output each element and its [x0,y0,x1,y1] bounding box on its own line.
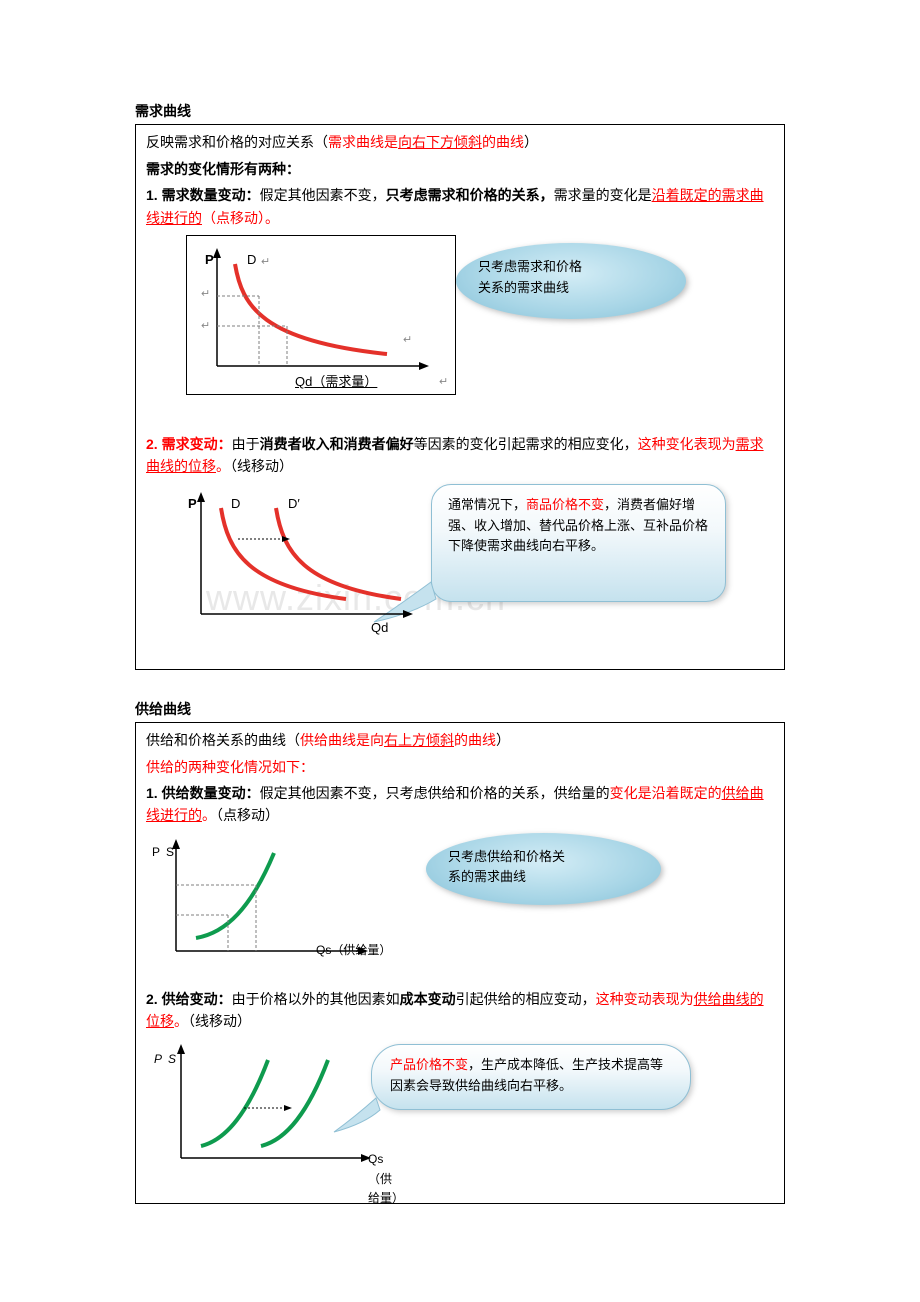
demand-two-types: 需求的变化情形有两种： [146,158,774,180]
supply-chart2-row: P S Qs（供给量） 产品价格不变，生产成本降低、生产技术提高等因素会导致供给… [146,1038,774,1183]
demand-chart2: P D D′ Qd [176,484,436,639]
schart1-x: Qs（供给量） [316,941,391,960]
demand-intro: 反映需求和价格的对应关系（需求曲线是向右下方倾斜的曲线） [146,131,774,153]
supply-item2-red-a: 这种变动表现为 [596,991,694,1007]
supply-intro-red2: 的曲线 [454,732,496,748]
supply-chart1: P S Qs（供给量） [146,833,401,968]
demand-callout2-b: 商品价格不变 [526,497,604,512]
supply-callout2-tail [328,1092,388,1142]
demand-item2-d: （线移动） [230,458,293,474]
supply-item1-red-a: 变化是沿着既定的 [610,785,722,801]
supply-intro-a: 供给和价格关系的曲线（ [146,732,300,748]
schart2-s: S [168,1050,176,1069]
supply-callout2-a: 产品价格不变 [390,1057,468,1072]
supply-section-title: 供给曲线 [135,698,785,720]
supply-item2: 2. 供给变动：由于价格以外的其他因素如成本变动引起供给的相应变动，这种变动表现… [146,988,774,1033]
supply-callout1-l1: 只考虑供给和价格关 [448,847,639,868]
schart1-p: P [152,843,160,862]
supply-item2-c: 引起供给的相应变动， [456,991,596,1007]
demand-callout1-l2: 关系的需求曲线 [478,278,664,299]
demand-item1-label: 1. 需求数量变动： [146,187,260,203]
schart1-s: S [166,843,174,862]
ret5: ↵ [439,374,448,392]
chart2-d-label: D [231,494,240,515]
demand-item2-red2: 。 [216,458,230,474]
demand-callout1-l1: 只考虑需求和价格 [478,257,664,278]
demand-chart2-svg [176,484,436,639]
ret4: ↵ [403,332,412,350]
demand-callout1: 只考虑需求和价格 关系的需求曲线 [456,243,686,319]
supply-item1-a: 假定其他因素不变，只考虑供给和价格的关系，供给量的 [260,785,610,801]
demand-item2-c: 等因素的变化引起需求的相应变化， [414,436,638,452]
supply-item2-red-b: 。 [174,1013,188,1029]
supply-callout1: 只考虑供给和价格关 系的需求曲线 [426,833,661,905]
supply-item2-a: 由于价格以外的其他因素如 [232,991,400,1007]
supply-item1-b: （点移动） [216,807,279,823]
demand-item2-b: 消费者收入和消费者偏好 [260,436,414,452]
demand-item1-b: 只考虑需求和价格的关系， [386,187,554,203]
demand-intro-txt1: 反映需求和价格的对应关系（ [146,134,328,150]
chart1-d-label: D [247,250,256,271]
supply-two-types: 供给的两种变化情况如下： [146,756,774,778]
supply-callout1-l2: 系的需求曲线 [448,867,639,888]
schart2-x: Qs（供给量） [368,1150,401,1208]
demand-section-title: 需求曲线 [135,100,785,122]
supply-callout2: 产品价格不变，生产成本降低、生产技术提高等因素会导致供给曲线向右平移。 [371,1044,691,1110]
supply-item2-b: 成本变动 [400,991,456,1007]
demand-chart1-row: P D ↵ ↵ ↵ ↵ ↵ Qd（需求量） 只考虑需求和价格 关系的需求曲线 [146,235,774,415]
demand-intro-red2: 的曲线 [482,134,524,150]
ret1: ↵ [261,254,270,272]
supply-intro-ul: 右上方倾斜 [384,732,454,748]
supply-box: 供给和价格关系的曲线（供给曲线是向右上方倾斜的曲线） 供给的两种变化情况如下： … [135,722,785,1204]
demand-chart2-row: www.zixin.com.cn P D D′ Qd 通常情况下，商品价格不变，… [146,484,774,649]
chart1-x-label: Qd（需求量） [295,372,377,393]
demand-item2: 2. 需求变动：由于消费者收入和消费者偏好等因素的变化引起需求的相应变化，这种变… [146,433,774,478]
chart1-p-label: P [205,250,214,271]
supply-intro-b: ） [496,732,510,748]
supply-item1-red-b: 。 [202,807,216,823]
demand-intro-ul: 向右下方倾斜 [398,134,482,150]
demand-item1: 1. 需求数量变动：假定其他因素不变，只考虑需求和价格的关系，需求量的变化是沿着… [146,184,774,229]
supply-item1: 1. 供给数量变动：假定其他因素不变，只考虑供给和价格的关系，供给量的变化是沿着… [146,782,774,827]
supply-item1-label: 1. 供给数量变动： [146,785,260,801]
supply-chart1-row: P S Qs（供给量） 只考虑供给和价格关 系的需求曲线 [146,833,774,978]
chart2-x-label: Qd [371,618,388,639]
demand-intro-end: ） [524,134,538,150]
demand-item1-c: 需求量的变化是 [554,187,652,203]
demand-callout2-a: 通常情况下， [448,497,526,512]
demand-item1-a: 假定其他因素不变， [260,187,386,203]
demand-item2-label: 2. 需求变动： [146,436,232,452]
chart2-d2-label: D′ [288,494,300,515]
demand-item2-a: 由于 [232,436,260,452]
supply-callout2-c: 移。 [546,1078,572,1093]
demand-intro-red1: 需求曲线是 [328,134,398,150]
demand-item1-d: （点移动）。 [202,210,279,226]
demand-box: 反映需求和价格的对应关系（需求曲线是向右下方倾斜的曲线） 需求的变化情形有两种：… [135,124,785,669]
schart2-p: P [154,1050,162,1069]
supply-intro: 供给和价格关系的曲线（供给曲线是向右上方倾斜的曲线） [146,729,774,751]
ret2: ↵ [201,286,210,304]
demand-chart1: P D ↵ ↵ ↵ ↵ ↵ Qd（需求量） [186,235,456,395]
chart2-p-label: P [188,494,197,515]
demand-callout2: 通常情况下，商品价格不变，消费者偏好增强、收入增加、替代品价格上涨、互补品价格下… [431,484,726,602]
supply-intro-red1: 供给曲线是向 [300,732,384,748]
supply-item2-d: （线移动） [188,1013,251,1029]
demand-item2-red: 这种变化表现为 [638,436,736,452]
ret3: ↵ [201,318,210,336]
supply-item2-label: 2. 供给变动： [146,991,232,1007]
